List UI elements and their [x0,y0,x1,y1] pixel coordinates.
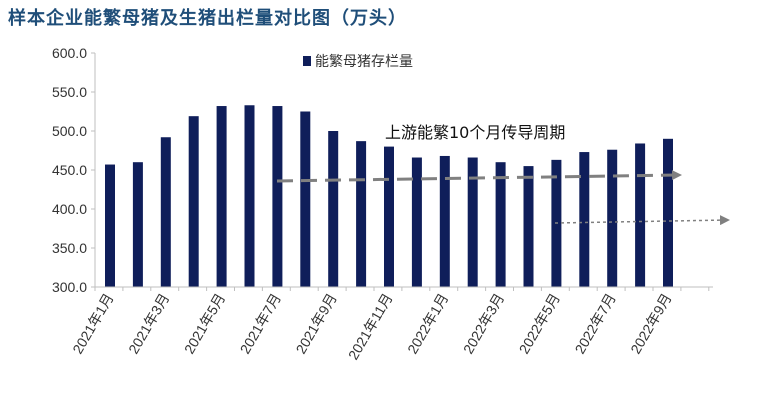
y-tick-label: 400.0 [52,201,87,217]
trend-arrow-lower [554,215,730,226]
x-tick-label: 2022年3月 [460,290,507,356]
bar [635,143,646,287]
x-tick-label: 2021年3月 [125,291,172,357]
x-tick-label: 2022年5月 [516,291,563,357]
x-tick-label: 2021年1月 [69,291,116,357]
bar [244,105,255,287]
x-tick-label: 2022年1月 [404,291,451,357]
y-tick-label: 550.0 [52,84,87,100]
y-tick-label: 300.0 [52,279,87,295]
bar [607,149,618,287]
bar [523,166,534,287]
bar [439,155,450,287]
bar [328,131,339,287]
y-tick-label: 450.0 [52,162,87,178]
chart-title: 样本企业能繁母猪及生猪出栏量对比图（万头） [8,8,407,29]
bar [160,137,171,287]
bar [105,164,115,287]
x-tick-label: 2021年7月 [237,291,284,357]
legend-label: 能繁母猪存栏量 [315,54,413,70]
annotation-text: 上游能繁10个月传导周期 [385,123,565,142]
y-tick-label: 600.0 [52,45,87,61]
y-axis: 600.0 550.0 500.0 450.0 400.0 350.0 300.0 [52,45,96,295]
bar [467,157,478,287]
x-tick-label: 2021年9月 [292,291,339,357]
x-axis: 2021年1月 2021年3月 2021年5月 2021年7月 2021年9月 2021年… [69,286,713,363]
bar [356,141,367,287]
bar [188,116,199,288]
bar [216,106,227,287]
bars [105,105,673,288]
legend: 能繁母猪存栏量 [303,54,413,70]
y-tick-label: 500.0 [52,123,87,139]
bar [411,157,422,287]
bar [663,138,673,287]
bar [132,162,143,287]
legend-swatch [303,56,311,66]
x-tick-label: 2021年11月 [345,291,396,363]
annotation: 上游能繁10个月传导周期 [276,123,730,226]
bar [579,152,590,287]
trend-arrow-upper [276,170,682,183]
bar [300,111,311,287]
bar [272,106,283,287]
y-tick-label: 350.0 [52,240,87,256]
bar [495,162,506,287]
x-tick-label: 2022年9月 [627,291,674,357]
x-tick-label: 2021年5月 [181,291,228,357]
x-tick-label: 2022年7月 [571,291,618,357]
bar [384,146,394,287]
